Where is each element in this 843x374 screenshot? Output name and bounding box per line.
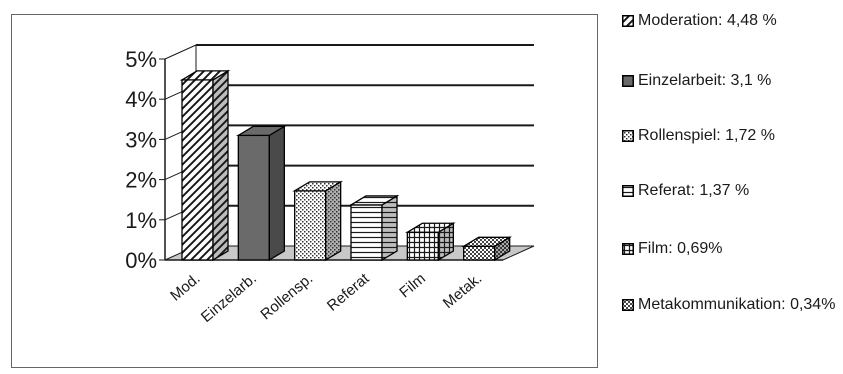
bar-side xyxy=(325,180,342,262)
legend-label: Metakommunikation: 0,34% xyxy=(638,296,836,313)
bar-1 xyxy=(179,69,231,262)
y-tick-label: 0% xyxy=(125,248,157,273)
legend-swatch-icon xyxy=(622,75,634,87)
bar-4 xyxy=(348,194,400,262)
legend-swatch-icon xyxy=(622,185,634,197)
legend-item: Rollenspiel: 1,72 % xyxy=(622,125,843,147)
legend-item: Moderation: 4,48 % xyxy=(622,10,843,32)
bar-side xyxy=(268,125,285,262)
bar-front xyxy=(350,204,383,261)
bar-3 xyxy=(292,180,344,262)
legend-swatch-icon xyxy=(622,15,634,27)
legend-label: Rollenspiel: 1,72 % xyxy=(638,127,775,144)
x-tick-label: Mod. xyxy=(167,270,203,304)
legend-item: Einzelarbeit: 3,1 % xyxy=(622,70,843,92)
bar-top xyxy=(404,222,456,233)
bar-top xyxy=(179,70,231,81)
bar-chart: 0% 1% 2% 3% 4% 5% Mod.Einzelarb.Rollensp. Refer… xyxy=(125,44,535,326)
bar-side xyxy=(381,194,398,262)
x-tick-label: Film xyxy=(396,270,429,301)
bar-front xyxy=(237,134,270,261)
bar-top xyxy=(461,236,513,247)
bar-6 xyxy=(461,236,513,262)
x-tick-label: Rollensp. xyxy=(257,270,316,323)
x-tick-label: Referat xyxy=(324,270,373,315)
legend-item: Metakommunikation: 0,34% xyxy=(622,294,843,316)
legend-swatch-icon xyxy=(622,243,634,255)
bar-2 xyxy=(235,125,287,262)
bar-side xyxy=(212,69,229,262)
bar-top xyxy=(292,181,344,192)
chart-frame: 0% 1% 2% 3% 4% 5% Mod. Einzelarb. Rollensp. Refer… xyxy=(11,14,598,368)
bar-front xyxy=(463,245,496,261)
legend-item: Referat: 1,37 % xyxy=(622,180,843,202)
y-tick-label: 2% xyxy=(125,168,157,193)
bar-front xyxy=(406,231,439,261)
legend-swatch-icon xyxy=(622,299,634,311)
x-tick-label: Einzelarb. xyxy=(198,270,260,326)
legend-label: Referat: 1,37 % xyxy=(638,182,750,199)
y-tick-label: 3% xyxy=(125,127,157,152)
bar-front xyxy=(181,79,214,261)
bar-5 xyxy=(404,222,456,262)
gridline-side xyxy=(164,44,197,60)
legend-item: Film: 0,69% xyxy=(622,238,843,260)
bar-front xyxy=(294,190,327,261)
y-tick-label: 1% xyxy=(125,208,157,233)
bar-top xyxy=(348,195,400,206)
legend-label: Moderation: 4,48 % xyxy=(638,12,777,29)
x-tick-label: Metak. xyxy=(440,270,485,312)
legend-label: Film: 0,69% xyxy=(638,240,723,257)
y-tick-label: 5% xyxy=(125,47,157,72)
legend-label: Einzelarbeit: 3,1 % xyxy=(638,72,772,89)
y-tick-label: 4% xyxy=(125,87,157,112)
legend-swatch-icon xyxy=(622,130,634,142)
bar-top xyxy=(235,125,287,137)
